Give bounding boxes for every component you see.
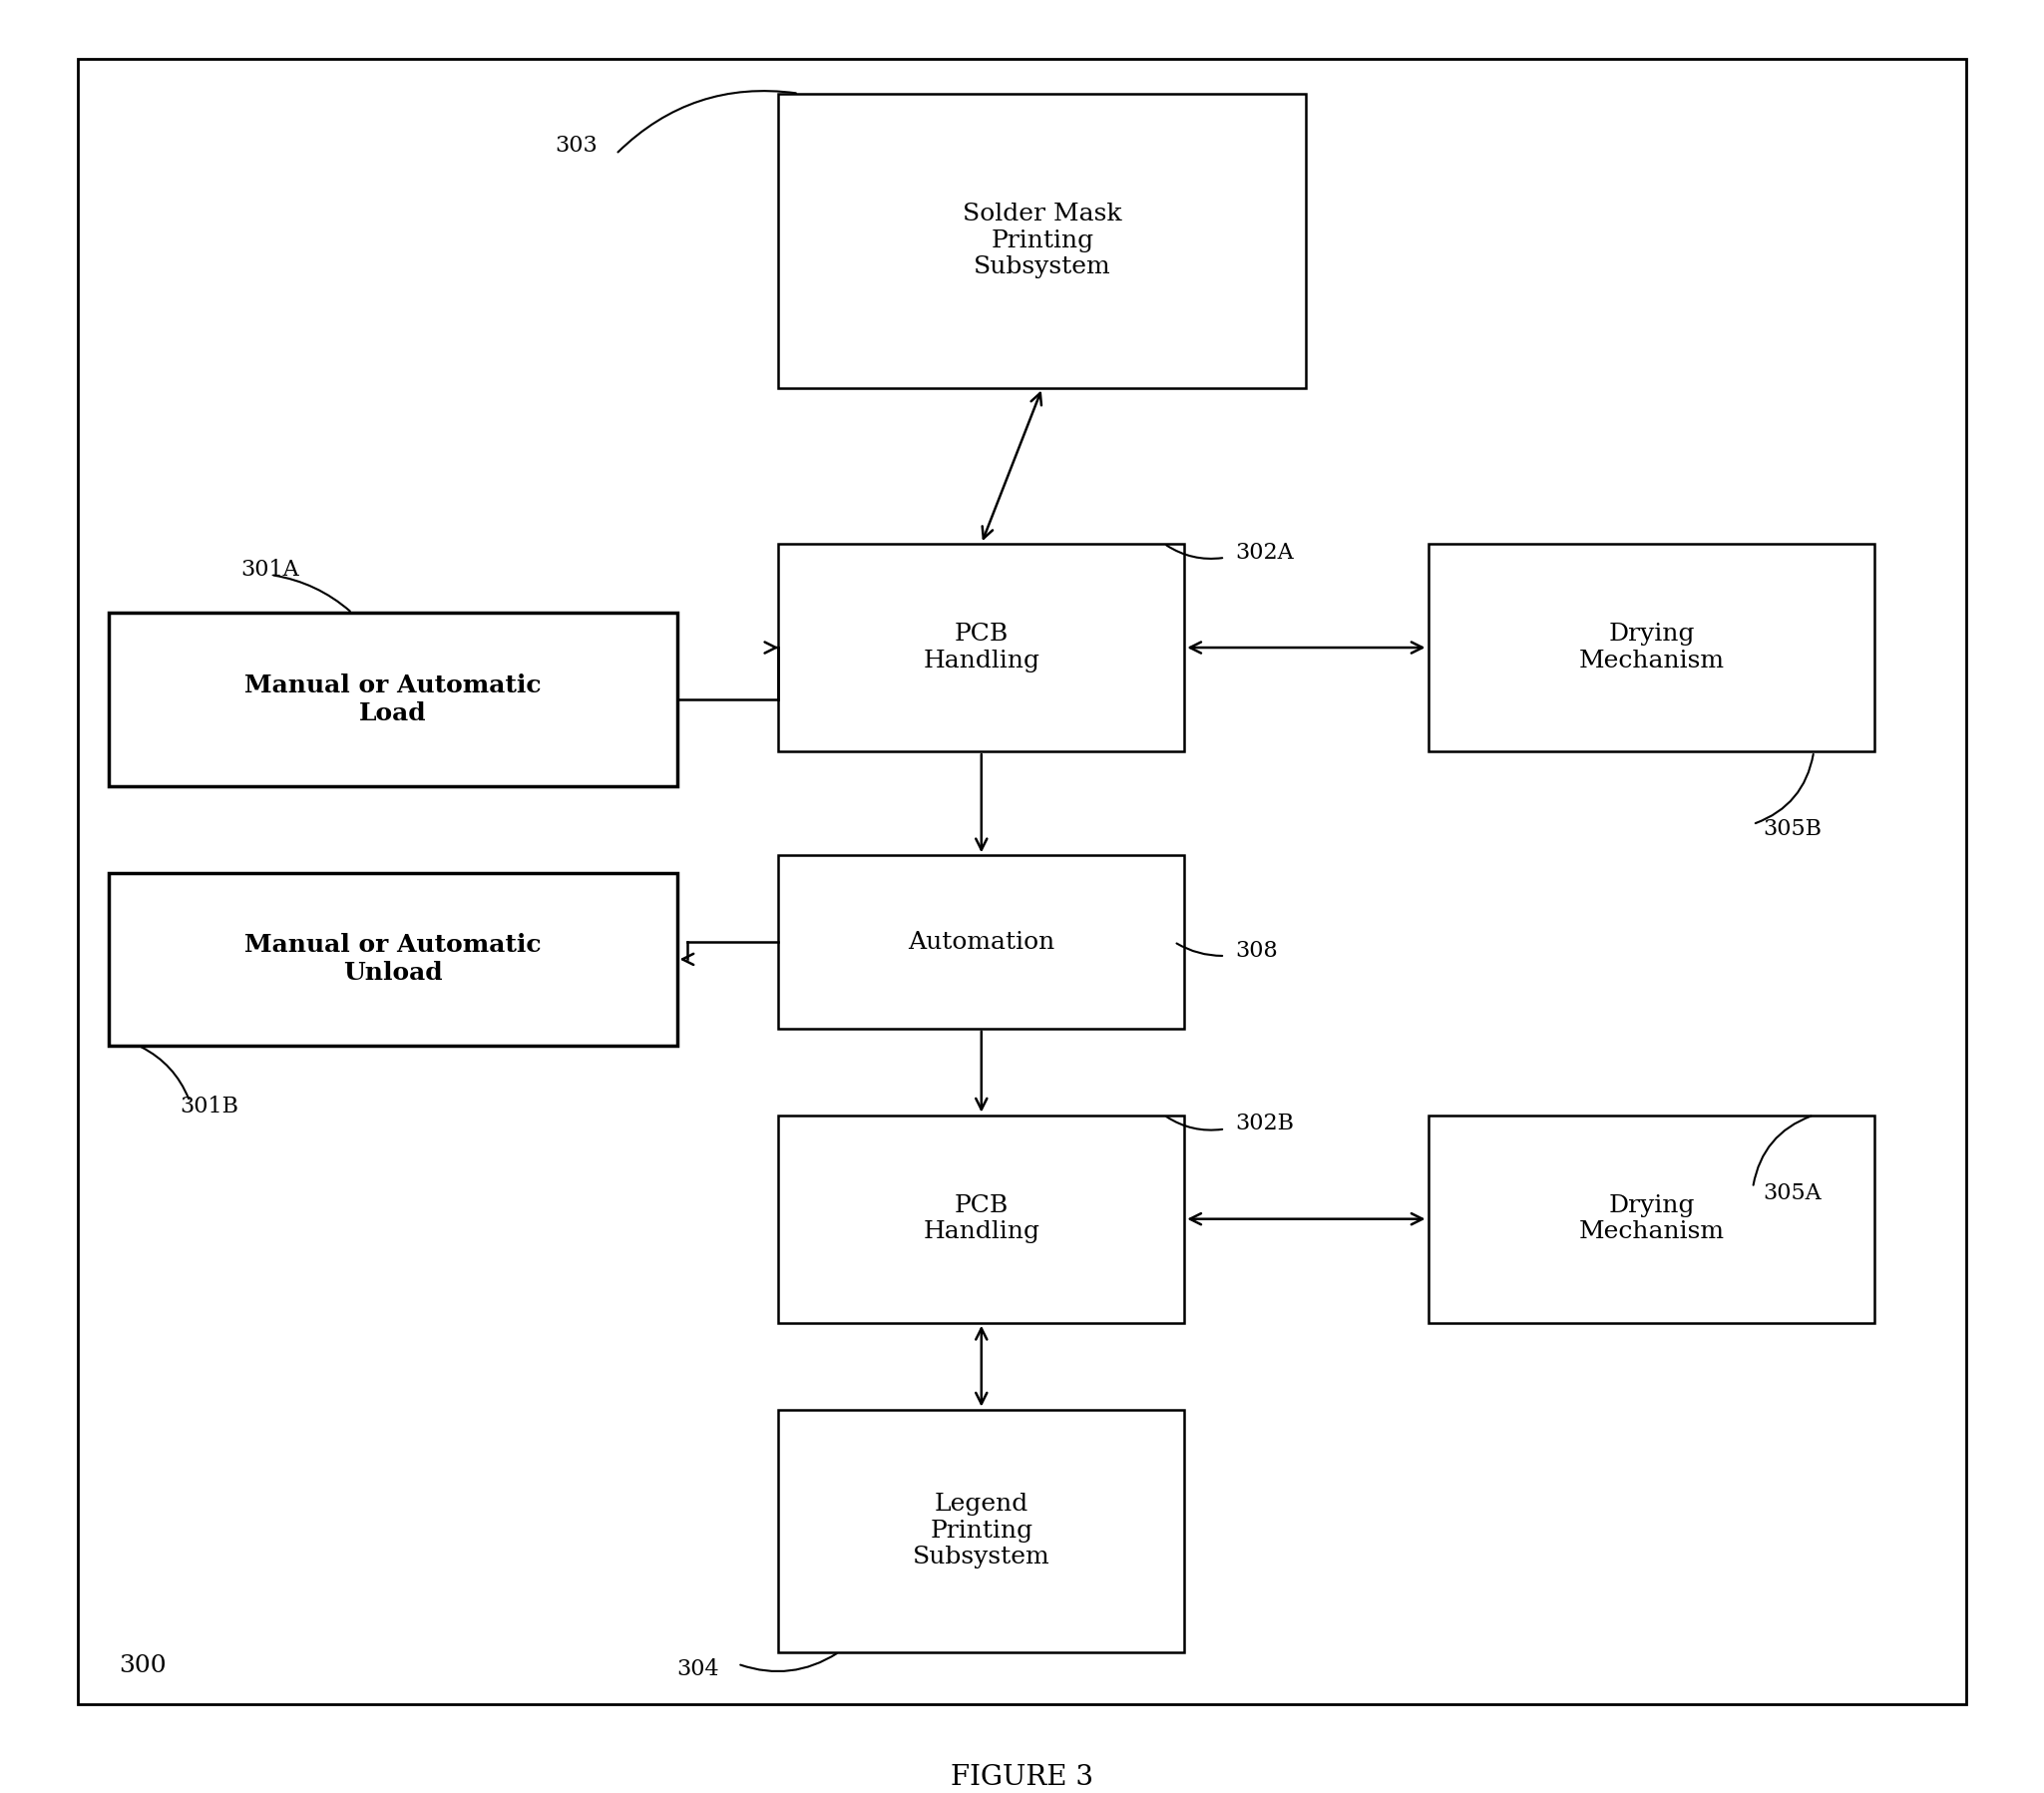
Bar <box>779 93 1306 387</box>
Text: FIGURE 3: FIGURE 3 <box>950 1764 1094 1791</box>
Bar <box>108 613 677 785</box>
Text: 301A: 301A <box>241 559 298 581</box>
Bar <box>1429 1115 1874 1323</box>
Text: 303: 303 <box>556 134 597 156</box>
Text: 302A: 302A <box>1235 541 1294 563</box>
Text: 304: 304 <box>677 1659 719 1680</box>
Text: Automation: Automation <box>908 931 1055 954</box>
Bar <box>108 873 677 1045</box>
Text: Drying
Mechanism: Drying Mechanism <box>1578 622 1725 672</box>
Text: 301B: 301B <box>180 1096 239 1117</box>
Bar <box>779 855 1183 1029</box>
Text: Drying
Mechanism: Drying Mechanism <box>1578 1194 1725 1244</box>
Bar <box>1429 543 1874 751</box>
Text: 302B: 302B <box>1235 1113 1294 1135</box>
Text: 305A: 305A <box>1764 1182 1821 1203</box>
Bar <box>779 1409 1183 1651</box>
Text: 305B: 305B <box>1764 818 1821 841</box>
Text: Solder Mask
Printing
Subsystem: Solder Mask Printing Subsystem <box>963 203 1122 278</box>
Text: Legend
Printing
Subsystem: Legend Printing Subsystem <box>914 1492 1051 1569</box>
Text: Manual or Automatic
Load: Manual or Automatic Load <box>245 674 542 726</box>
Text: 308: 308 <box>1235 940 1278 961</box>
Text: PCB
Handling: PCB Handling <box>924 1194 1040 1244</box>
Bar <box>779 543 1183 751</box>
Text: 300: 300 <box>119 1655 166 1678</box>
Text: PCB
Handling: PCB Handling <box>924 622 1040 672</box>
Bar <box>779 1115 1183 1323</box>
Text: Manual or Automatic
Unload: Manual or Automatic Unload <box>245 934 542 984</box>
